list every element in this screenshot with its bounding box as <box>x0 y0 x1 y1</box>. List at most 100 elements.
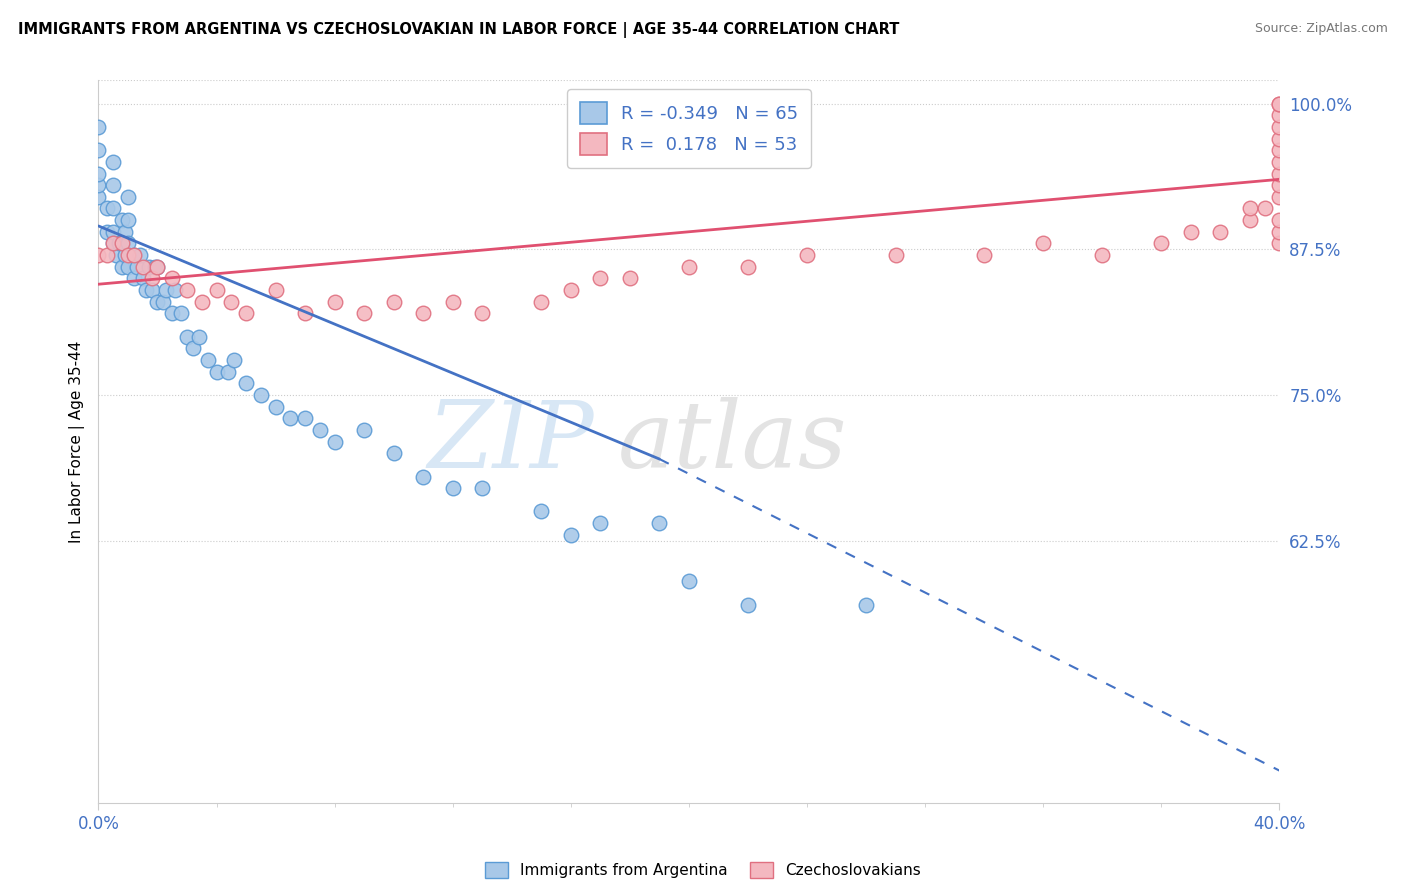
Point <box>111 236 134 251</box>
Point <box>250 388 273 402</box>
Point <box>96 225 118 239</box>
Text: Source: ZipAtlas.com: Source: ZipAtlas.com <box>1254 22 1388 36</box>
Point <box>135 283 157 297</box>
Point <box>235 306 257 320</box>
Point <box>1209 225 1232 239</box>
Point <box>117 213 139 227</box>
Point <box>165 283 187 297</box>
Point <box>280 411 302 425</box>
Point <box>87 190 110 204</box>
Point <box>114 248 136 262</box>
Point <box>1268 167 1291 181</box>
Point <box>221 294 243 309</box>
Point <box>1268 108 1291 122</box>
Point <box>1150 236 1173 251</box>
Point <box>155 283 177 297</box>
Point <box>103 154 125 169</box>
Point <box>1268 236 1291 251</box>
Point <box>105 248 128 262</box>
Point <box>96 248 118 262</box>
Point <box>122 248 145 262</box>
Point <box>441 294 464 309</box>
Point <box>103 178 125 193</box>
Y-axis label: In Labor Force | Age 35-44: In Labor Force | Age 35-44 <box>69 341 84 542</box>
Point <box>176 283 198 297</box>
Point <box>87 248 110 262</box>
Point <box>294 411 316 425</box>
Point <box>162 306 183 320</box>
Point <box>205 365 228 379</box>
Point <box>146 260 169 274</box>
Legend: Immigrants from Argentina, Czechoslovakians: Immigrants from Argentina, Czechoslovaki… <box>478 856 928 884</box>
Point <box>589 271 612 285</box>
Point <box>737 260 759 274</box>
Point <box>235 376 257 391</box>
Point <box>1268 190 1291 204</box>
Point <box>1268 96 1291 111</box>
Point <box>382 294 405 309</box>
Point <box>103 236 125 251</box>
Point <box>1268 96 1291 111</box>
Point <box>441 481 464 495</box>
Point <box>197 353 219 368</box>
Point <box>264 400 287 414</box>
Point <box>170 306 193 320</box>
Point <box>412 469 434 483</box>
Point <box>138 260 160 274</box>
Text: ZIP: ZIP <box>427 397 595 486</box>
Point <box>353 306 375 320</box>
Point <box>560 283 582 297</box>
Point <box>530 294 553 309</box>
Point <box>152 294 174 309</box>
Point <box>87 178 110 193</box>
Point <box>1032 236 1054 251</box>
Point <box>141 283 163 297</box>
Point <box>353 423 375 437</box>
Point <box>884 248 907 262</box>
Point <box>143 260 166 274</box>
Legend: R = -0.349   N = 65, R =  0.178   N = 53: R = -0.349 N = 65, R = 0.178 N = 53 <box>567 89 811 168</box>
Point <box>412 306 434 320</box>
Point <box>176 329 198 343</box>
Point <box>1268 154 1291 169</box>
Point <box>323 294 346 309</box>
Text: atlas: atlas <box>619 397 848 486</box>
Point <box>294 306 316 320</box>
Point <box>1268 131 1291 145</box>
Point <box>125 260 148 274</box>
Point <box>111 213 134 227</box>
Point <box>855 598 877 612</box>
Point <box>264 283 287 297</box>
Point <box>1180 225 1202 239</box>
Point <box>471 481 494 495</box>
Point <box>471 306 494 320</box>
Point <box>132 271 155 285</box>
Point <box>1239 202 1261 216</box>
Point <box>87 167 110 181</box>
Point <box>146 294 169 309</box>
Point <box>1091 248 1114 262</box>
Point <box>619 271 641 285</box>
Point <box>103 202 125 216</box>
Point <box>103 236 125 251</box>
Point <box>309 423 332 437</box>
Point <box>737 598 759 612</box>
Point <box>117 236 139 251</box>
Point <box>382 446 405 460</box>
Point <box>796 248 818 262</box>
Point <box>122 271 145 285</box>
Point <box>678 260 700 274</box>
Point <box>560 528 582 542</box>
Point <box>530 504 553 518</box>
Point <box>117 248 139 262</box>
Point <box>141 271 163 285</box>
Point <box>117 260 139 274</box>
Point <box>217 365 239 379</box>
Point <box>648 516 671 530</box>
Point <box>128 248 150 262</box>
Point <box>117 190 139 204</box>
Point <box>973 248 995 262</box>
Point <box>1239 213 1261 227</box>
Point <box>87 143 110 157</box>
Point <box>146 260 169 274</box>
